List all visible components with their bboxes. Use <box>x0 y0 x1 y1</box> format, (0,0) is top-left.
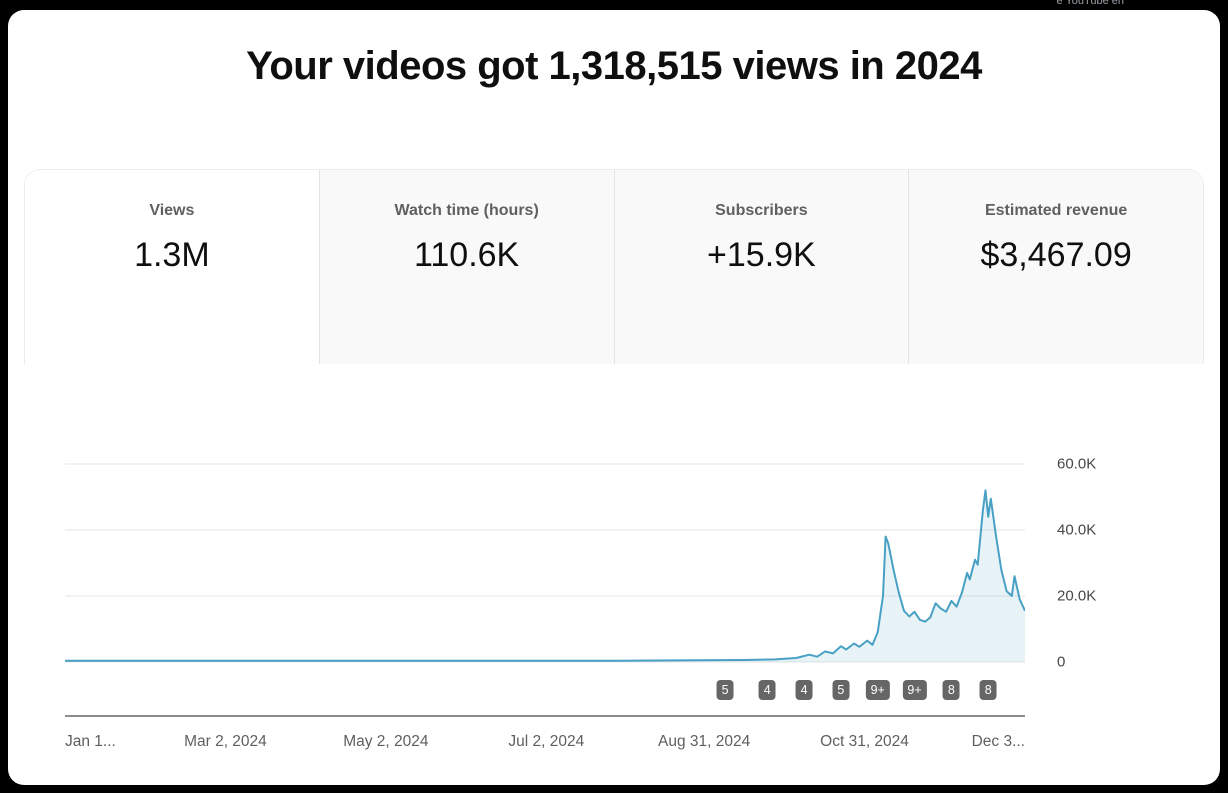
views-chart: 5 4 4 5 9+ 9+ 8 8 0 20.0K 40.0K 60.0K Jan 1... Mar … <box>8 434 1220 761</box>
metric-value: $3,467.09 <box>980 236 1132 274</box>
metric-value: 110.6K <box>414 236 520 274</box>
x-axis-labels: Jan 1... Mar 2, 2024 May 2, 2024 Jul 2, 202… <box>65 717 1025 761</box>
video-count-badge[interactable]: 8 <box>979 680 997 700</box>
video-count-badge[interactable]: 9+ <box>865 680 890 700</box>
video-count-badge[interactable]: 9+ <box>902 680 927 700</box>
metric-tab-views[interactable]: Views 1.3M <box>25 170 320 364</box>
video-count-badge[interactable]: 4 <box>758 680 776 700</box>
x-axis-label: Mar 2, 2024 <box>184 733 267 750</box>
metric-tab-watch-time[interactable]: Watch time (hours) 110.6K <box>319 170 615 364</box>
video-count-badge[interactable]: 8 <box>942 680 960 700</box>
metric-tab-estimated-revenue[interactable]: Estimated revenue $3,467.09 <box>909 170 1203 364</box>
y-axis-label: 20.0K <box>1057 587 1097 605</box>
metric-value: 1.3M <box>134 236 210 274</box>
clipped-browser-text: e YouTube en <box>1056 0 1125 7</box>
video-count-badge[interactable]: 4 <box>795 680 813 700</box>
y-axis-label: 60.0K <box>1057 455 1097 473</box>
page-title: Your videos got 1,318,515 views in 2024 <box>246 44 982 88</box>
x-axis-label: Oct 31, 2024 <box>820 733 909 750</box>
video-count-badge[interactable]: 5 <box>716 680 734 700</box>
views-line-chart <box>65 463 1025 663</box>
y-axis-label: 0 <box>1057 653 1066 671</box>
chart-plot-area[interactable]: 5 4 4 5 9+ 9+ 8 8 <box>65 434 1025 717</box>
y-axis-labels: 0 20.0K 40.0K 60.0K <box>1057 434 1177 717</box>
video-badges-row: 5 4 4 5 9+ 9+ 8 8 <box>65 434 1025 715</box>
video-count-badge[interactable]: 5 <box>832 680 850 700</box>
y-axis-label: 40.0K <box>1057 521 1097 539</box>
metric-label: Estimated revenue <box>984 202 1128 219</box>
metric-tabs: Views 1.3M Watch time (hours) 110.6K Subscri… <box>24 169 1204 364</box>
x-axis-label: Jan 1... <box>65 733 116 750</box>
x-axis-label: Aug 31, 2024 <box>657 733 751 750</box>
metric-label: Views <box>149 202 195 219</box>
metric-label: Subscribers <box>715 202 808 219</box>
analytics-card: Your videos got 1,318,515 views in 2024 … <box>8 10 1220 785</box>
metric-label: Watch time (hours) <box>394 202 539 219</box>
x-axis-label: May 2, 2024 <box>343 733 429 750</box>
x-axis-label: Jul 2, 2024 <box>508 733 585 750</box>
x-axis-label: Dec 3... <box>971 733 1025 750</box>
metric-value: +15.9K <box>707 236 816 274</box>
metric-tab-subscribers[interactable]: Subscribers +15.9K <box>614 170 910 364</box>
